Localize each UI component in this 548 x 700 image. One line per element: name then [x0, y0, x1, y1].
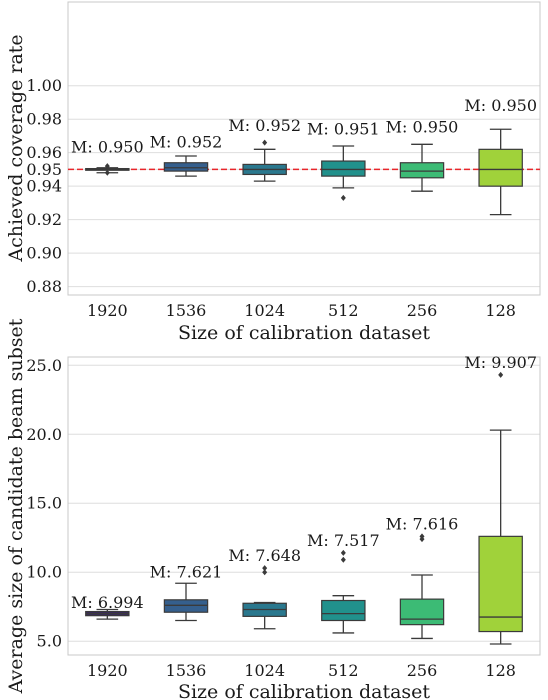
box-128: M: 9.907: [464, 353, 537, 645]
x-tick-label: 1024: [244, 661, 285, 680]
y-tick-label: 0.98: [26, 110, 62, 129]
y-tick-label: 0.90: [26, 244, 62, 263]
y-axis-label: Achieved coverage rate: [5, 34, 27, 262]
box-body: [478, 148, 523, 187]
box-1920: M: 0.950: [71, 138, 144, 176]
mean-annotation: M: 6.994: [71, 593, 144, 612]
x-tick-label: 1920: [87, 661, 128, 680]
mean-annotation: M: 9.907: [464, 353, 537, 372]
box-1536: M: 7.621: [150, 563, 223, 622]
box-512: M: 7.517: [307, 531, 380, 634]
outlier-point: [419, 533, 425, 540]
mean-annotation: M: 0.950: [386, 118, 459, 137]
y-tick-label: 5.0: [37, 632, 62, 651]
box-512: M: 0.951: [307, 119, 380, 201]
y-tick-label: 20.0: [26, 425, 62, 444]
outlier-point: [340, 549, 346, 556]
box-body: [399, 162, 445, 179]
x-tick-label: 1920: [87, 301, 128, 320]
box-1024: M: 7.648: [228, 546, 301, 630]
box-1920: M: 6.994: [71, 593, 144, 620]
mean-annotation: M: 0.952: [228, 116, 301, 135]
box-1024: M: 0.952: [228, 116, 301, 182]
box-256: M: 7.616: [386, 514, 459, 640]
x-tick-label: 1536: [166, 661, 207, 680]
box-1536: M: 0.952: [150, 133, 223, 177]
box-body: [321, 599, 366, 622]
x-tick-label: 512: [328, 661, 359, 680]
x-tick-label: 512: [328, 301, 359, 320]
x-axis-label: Size of calibration dataset: [178, 681, 430, 700]
box-body: [321, 160, 366, 177]
box-body: [399, 598, 445, 626]
x-tick-label: 128: [485, 301, 516, 320]
mean-annotation: M: 0.952: [150, 133, 223, 152]
mean-annotation: M: 0.950: [464, 96, 537, 115]
y-tick-label: 25.0: [26, 356, 62, 375]
box-256: M: 0.950: [386, 118, 459, 192]
y-tick-label: 0.95: [26, 160, 62, 179]
outlier-point: [340, 194, 346, 201]
mean-annotation: M: 7.517: [307, 531, 380, 550]
outlier-point: [262, 139, 268, 146]
x-tick-label: 128: [485, 661, 516, 680]
outlier-point: [104, 163, 110, 170]
y-axis-label: Average size of candidate beam subset: [5, 318, 27, 694]
chart-2: 5.0 10.0 15.0 20.0 25.0 M: 6.994 1920 M: 7.621 1…: [5, 318, 541, 700]
mean-annotation: M: 7.616: [386, 514, 459, 533]
plot-frame: [67, 1, 541, 296]
y-tick-label: 10.0: [26, 563, 62, 582]
outlier-point: [104, 169, 110, 176]
outlier-point: [340, 556, 346, 563]
x-tick-label: 1024: [244, 301, 285, 320]
x-axis-label: Size of calibration dataset: [178, 322, 430, 344]
outlier-point: [262, 569, 268, 576]
y-tick-label: 0.92: [26, 210, 62, 229]
x-tick-label: 256: [407, 661, 438, 680]
chart-1: 0.88 0.90 0.92 0.940.950.96 0.98 1.00 M: 0.950…: [5, 1, 541, 344]
outlier-point: [262, 565, 268, 572]
plot-frame: [67, 356, 541, 656]
y-tick-label: 0.94: [26, 177, 62, 196]
box-body: [163, 599, 209, 613]
outlier-point: [498, 371, 504, 378]
box-body: [478, 535, 523, 633]
box-body: [163, 162, 209, 172]
box-128: M: 0.950: [464, 96, 537, 216]
x-tick-label: 1536: [166, 301, 207, 320]
y-tick-label: 15.0: [26, 494, 62, 513]
y-tick-label: 0.96: [26, 143, 62, 162]
mean-annotation: M: 0.951: [307, 119, 380, 138]
y-tick-label: 0.88: [26, 277, 62, 296]
mean-annotation: M: 7.621: [150, 563, 223, 582]
y-tick-label: 1.00: [26, 76, 62, 95]
mean-annotation: M: 7.648: [228, 546, 301, 565]
mean-annotation: M: 0.950: [71, 138, 144, 157]
x-tick-label: 256: [407, 301, 438, 320]
